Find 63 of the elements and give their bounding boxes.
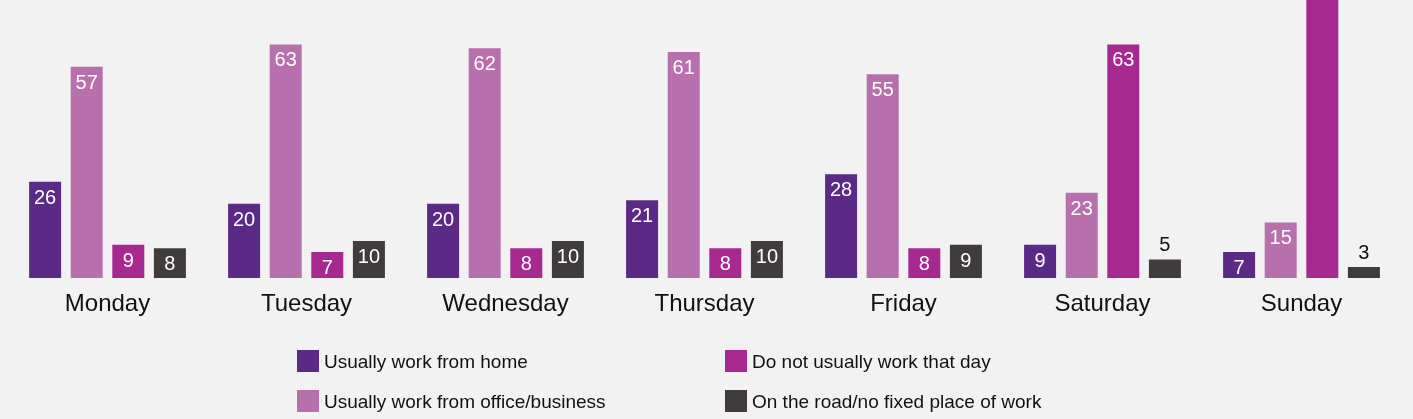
bar: [70, 66, 103, 278]
data-label: 57: [75, 70, 98, 93]
bar: [1223, 252, 1256, 278]
data-label: 21: [630, 204, 654, 227]
data-label: 20: [431, 207, 455, 230]
data-label: 7: [321, 256, 333, 279]
data-label: 10: [357, 244, 381, 267]
bar: [228, 203, 261, 278]
bar: [1306, 0, 1339, 278]
bar: [1024, 244, 1057, 278]
data-label: 55: [871, 78, 894, 101]
bar: [1065, 192, 1098, 278]
data-label: 8: [719, 252, 731, 275]
bar: [825, 174, 858, 278]
data-label: 62: [473, 52, 496, 75]
bar: [866, 74, 899, 278]
data-label: 20: [232, 207, 256, 230]
x-tick-label: Tuesday: [260, 288, 353, 316]
data-label: 9: [960, 248, 972, 271]
data-label: 63: [274, 48, 297, 71]
bar: [311, 252, 344, 278]
data-label: 63: [1112, 48, 1135, 71]
data-label: 26: [33, 185, 57, 208]
data-label: 15: [1269, 226, 1292, 249]
bar: [1347, 266, 1380, 278]
data-label: 8: [164, 252, 176, 275]
legend-label: Usually work from home: [324, 350, 528, 372]
data-label: 8: [918, 252, 930, 275]
legend-label: On the road/no fixed place of work: [752, 390, 1042, 412]
legend-label: Usually work from office/business: [324, 390, 606, 412]
data-label: 3: [1358, 240, 1370, 263]
x-tick-label: Friday: [870, 288, 937, 316]
data-label: 5: [1159, 233, 1171, 256]
data-label: 7: [1233, 256, 1245, 279]
x-tick-label: Monday: [64, 288, 151, 316]
data-label: 61: [672, 55, 695, 78]
data-label: 28: [829, 178, 853, 201]
bar: [427, 203, 460, 278]
data-label: 9: [1034, 248, 1046, 271]
legend-label: Do not usually work that day: [752, 350, 992, 372]
bar: [908, 248, 941, 278]
bar: [709, 248, 742, 278]
data-label: 9: [122, 248, 134, 271]
data-label: 10: [556, 244, 580, 267]
bar: [510, 248, 543, 278]
x-tick-label: Saturday: [1054, 288, 1151, 316]
bar: [1107, 44, 1140, 278]
bar: [468, 48, 501, 278]
data-label: 10: [755, 244, 779, 267]
bar: [269, 44, 302, 278]
data-label: 8: [520, 252, 532, 275]
bar: [153, 248, 186, 278]
bar: [1148, 259, 1181, 278]
bar: [112, 244, 145, 278]
bar: [1264, 222, 1297, 278]
bar: [29, 181, 62, 278]
bar: [626, 200, 659, 278]
x-tick-label: Wednesday: [442, 288, 569, 316]
bar: [949, 244, 982, 278]
x-tick-label: Thursday: [654, 288, 755, 316]
data-label: 23: [1070, 196, 1093, 219]
bar: [667, 51, 700, 278]
x-tick-label: Sunday: [1260, 288, 1343, 316]
